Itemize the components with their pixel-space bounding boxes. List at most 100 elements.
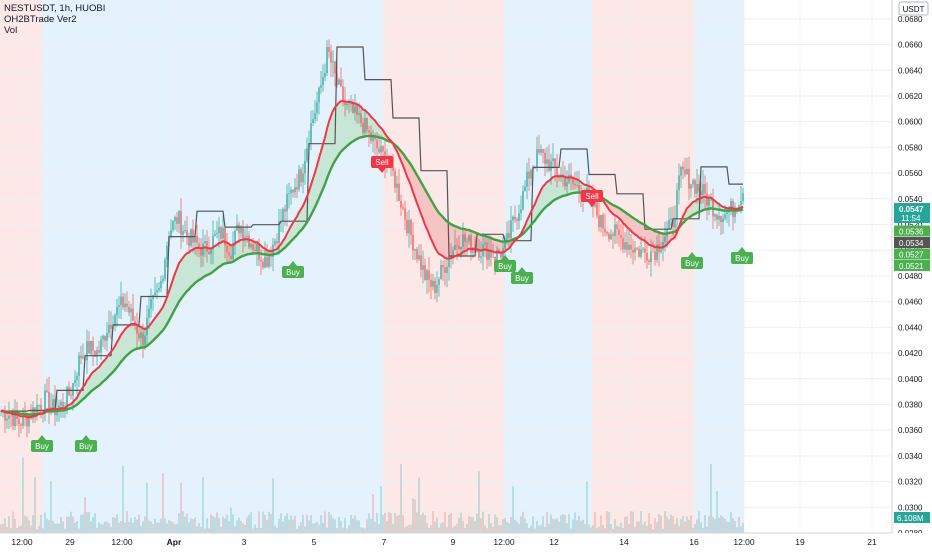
volume-bar-14: [28, 520, 29, 533]
ribbon-seg-49: [97, 367, 99, 387]
candle-body-184: [368, 130, 369, 132]
volume-bar-264: [528, 528, 529, 533]
volume-bar-230: [460, 513, 461, 533]
volume-bar-145: [290, 515, 291, 533]
candle-body-371: [742, 193, 743, 201]
price-axis[interactable]: USDT0.06800.06600.06400.06200.06000.0580…: [892, 0, 932, 550]
volume-bar-168: [336, 528, 337, 533]
volume-bar-284: [568, 514, 569, 533]
volume-bar-309: [618, 527, 619, 533]
volume-bar-246: [492, 527, 493, 533]
price-tick-10: 0.0480: [898, 272, 923, 281]
volume-bar-65: [130, 518, 131, 533]
candle-body-227: [454, 245, 455, 250]
candle-body-61: [122, 297, 123, 308]
candle-body-129: [258, 244, 259, 260]
volume-bar-256: [512, 486, 513, 533]
volume-bar-259: [518, 524, 519, 533]
volume-bar-59: [118, 523, 119, 533]
volume-bar-170: [340, 521, 341, 533]
volume-bar-253: [506, 522, 507, 533]
volume-bar-95: [190, 518, 191, 533]
volume-bar-314: [628, 524, 629, 533]
candle-body-41: [82, 357, 83, 359]
candle-body-318: [636, 248, 637, 249]
volume-bar-63: [126, 511, 127, 533]
volume-bar-248: [496, 517, 497, 533]
price-tick-7: 0.0540: [898, 195, 923, 204]
volume-title[interactable]: Vol: [4, 25, 105, 36]
candle-body-335: [670, 219, 671, 220]
candle-body-114: [228, 252, 229, 255]
volume-bar-219: [438, 528, 439, 533]
symbol-title[interactable]: NESTUSDT, 1h, HUOBI: [4, 3, 105, 14]
volume-bar-156: [312, 524, 313, 533]
volume-bar-17: [34, 477, 35, 533]
volume-bar-321: [642, 524, 643, 533]
price-tag-label: 0.0534: [899, 239, 924, 248]
volume-bar-191: [382, 515, 383, 533]
candle-body-59: [118, 305, 119, 307]
volume-bar-185: [370, 519, 371, 533]
volume-bar-148: [296, 529, 297, 533]
candle-body-53: [106, 333, 107, 341]
volume-bar-101: [202, 477, 203, 533]
volume-bar-30: [60, 517, 61, 533]
volume-bar-98: [196, 526, 197, 533]
candle-body-153: [306, 148, 307, 161]
ribbon-seg-170: [339, 101, 341, 154]
volume-bar-340: [680, 519, 681, 533]
signal-label: Buy: [79, 442, 93, 451]
volume-bar-322: [644, 522, 645, 533]
volume-bar-6: [12, 512, 13, 533]
volume-bar-23: [46, 519, 47, 533]
price-tick-4: 0.0600: [898, 118, 923, 127]
ribbon-seg-92: [183, 255, 185, 296]
candle-body-152: [304, 161, 305, 174]
volume-bar-335: [670, 515, 671, 533]
candle-body-118: [236, 225, 237, 231]
volume-bar-57: [114, 518, 115, 533]
volume-bar-301: [602, 525, 603, 533]
candle-body-254: [508, 233, 509, 238]
volume-bar-300: [600, 515, 601, 533]
candle-body-188: [376, 140, 377, 149]
volume-bar-229: [458, 518, 459, 533]
candle-body-115: [230, 255, 231, 259]
indicator-title[interactable]: OH2BTrade Ver2: [4, 14, 105, 25]
ribbon-seg-61: [121, 332, 123, 362]
volume-bar-319: [638, 522, 639, 533]
volume-bar-290: [580, 521, 581, 533]
candle-body-30: [60, 402, 61, 406]
volume-bar-249: [498, 525, 499, 533]
candle-body-302: [604, 229, 605, 232]
volume-bar-173: [346, 528, 347, 533]
volume-bar-15: [30, 526, 31, 533]
price-tick-5: 0.0580: [898, 143, 923, 152]
volume-bar-162: [324, 511, 325, 533]
candle-body-283: [566, 182, 567, 186]
volume-bar-365: [730, 512, 731, 533]
candle-body-4: [8, 416, 9, 419]
ribbon-seg-64: [127, 326, 129, 355]
candle-body-92: [184, 230, 185, 231]
signal-label: Buy: [286, 268, 300, 277]
trend-zone-4: [592, 0, 695, 533]
volume-bar-356: [712, 517, 713, 533]
candle-body-186: [372, 137, 373, 141]
volume-bar-247: [494, 515, 495, 533]
volume-bar-239: [478, 471, 479, 533]
volume-bar-26: [52, 521, 53, 533]
volume-bar-353: [706, 527, 707, 533]
volume-bar-150: [300, 522, 301, 533]
volume-bar-338: [676, 518, 677, 533]
candle-body-146: [292, 190, 293, 193]
candle-body-323: [646, 253, 647, 261]
volume-bar-108: [216, 512, 217, 533]
volume-bar-89: [178, 513, 179, 533]
candle-body-242: [484, 242, 485, 244]
volume-bar-352: [704, 515, 705, 533]
